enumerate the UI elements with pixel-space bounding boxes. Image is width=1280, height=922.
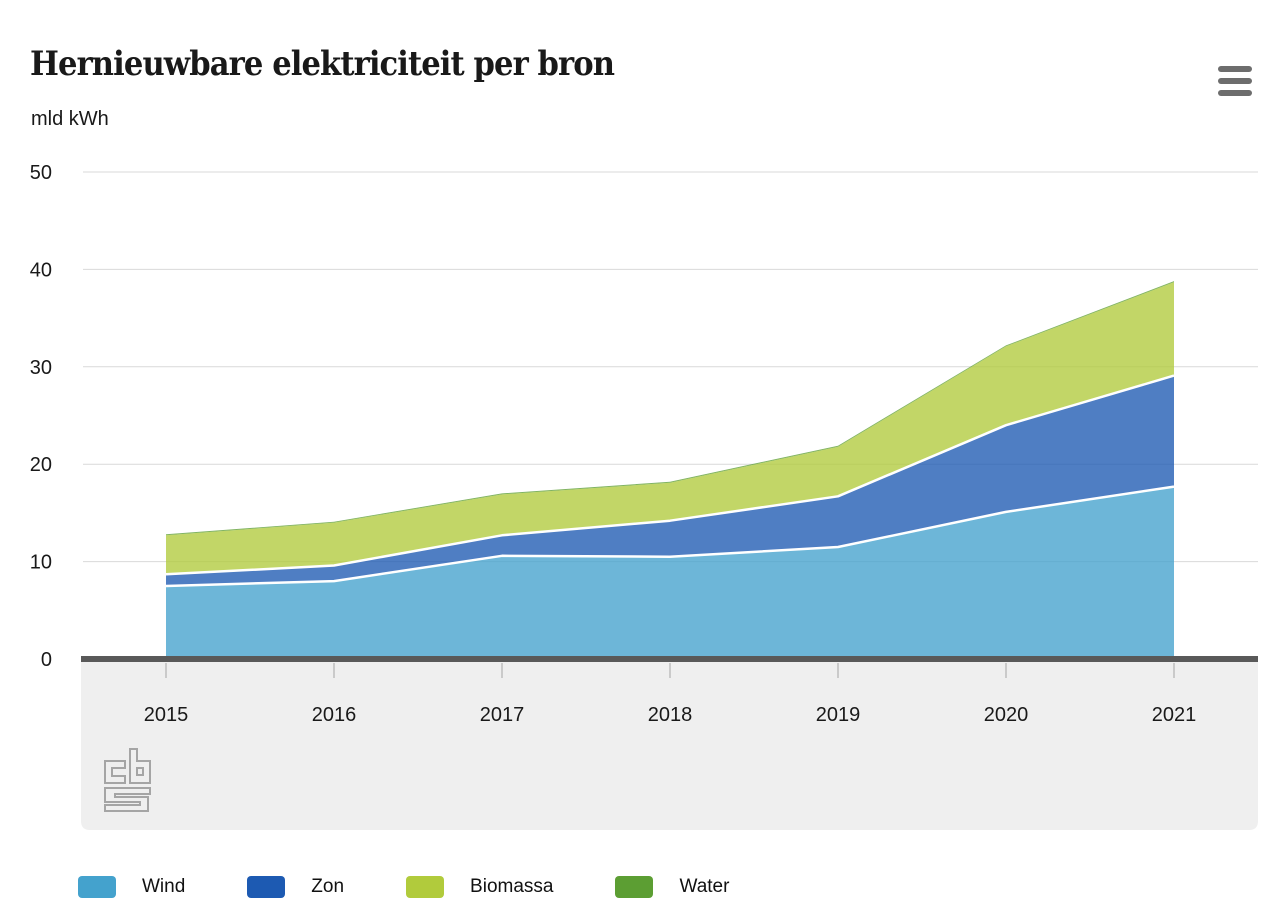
- x-axis-year-label: 2020: [984, 704, 1029, 726]
- x-axis-year-label: 2019: [816, 704, 861, 726]
- cbs-logo: [104, 748, 151, 812]
- legend-item-water[interactable]: Water: [615, 876, 729, 898]
- x-axis-year-label: 2018: [648, 704, 693, 726]
- cbs-logo-s: [104, 787, 151, 812]
- x-axis-year-label: 2021: [1152, 704, 1197, 726]
- menu-button[interactable]: [1218, 66, 1254, 96]
- cbs-logo-c: [104, 760, 126, 784]
- y-axis-tick-label: 20: [30, 454, 52, 476]
- legend-swatch-wind: [78, 876, 116, 898]
- series-separator-line: [165, 374, 1175, 576]
- unit-label: mld kWh: [31, 108, 109, 130]
- legend-item-wind[interactable]: Wind: [78, 876, 185, 898]
- y-axis-tick-label: 50: [30, 162, 52, 184]
- legend-label: Wind: [142, 876, 186, 897]
- legend-swatch-water: [615, 876, 654, 898]
- x-axis-year-label: 2016: [312, 704, 357, 726]
- y-axis-tick-label: 40: [30, 259, 52, 281]
- y-axis-tick-label: 0: [41, 649, 52, 671]
- hamburger-bar: [1218, 78, 1252, 84]
- chart-legend: Wind Zon Biomassa Water: [78, 876, 729, 898]
- chart-title: Hernieuwbare elektriciteit per bron: [30, 44, 615, 84]
- legend-item-zon[interactable]: Zon: [247, 876, 344, 898]
- cbs-logo-b: [129, 748, 151, 784]
- legend-swatch-biomassa: [406, 876, 445, 898]
- legend-label: Biomassa: [470, 876, 554, 897]
- zero-baseline: [81, 656, 1258, 662]
- legend-item-biomassa[interactable]: Biomassa: [406, 876, 553, 898]
- legend-label: Zon: [311, 876, 345, 897]
- x-axis-year-label: 2015: [144, 704, 189, 726]
- area-biomassa[interactable]: [166, 282, 1174, 575]
- legend-label: Water: [679, 876, 730, 897]
- x-axis-year-label: 2017: [480, 704, 525, 726]
- hamburger-bar: [1218, 66, 1252, 72]
- y-axis-tick-label: 30: [30, 357, 52, 379]
- y-axis-tick-label: 10: [30, 552, 52, 574]
- hamburger-icon: [1218, 66, 1254, 96]
- series-separator-line: [165, 485, 1175, 588]
- x-axis-band: [81, 662, 1258, 830]
- area-zon[interactable]: [166, 375, 1174, 586]
- legend-swatch-zon: [247, 876, 286, 898]
- hamburger-bar: [1218, 90, 1252, 96]
